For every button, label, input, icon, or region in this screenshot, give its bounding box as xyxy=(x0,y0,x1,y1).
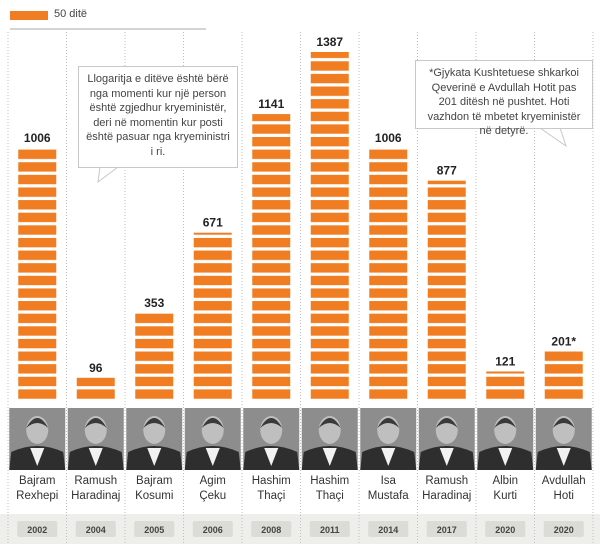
year-label: 2004 xyxy=(86,525,106,535)
year-label: 2020 xyxy=(495,525,515,535)
bar xyxy=(369,148,408,402)
bar xyxy=(193,232,232,402)
x-tick-label: Bajram Rexhepi xyxy=(16,475,59,502)
bar xyxy=(486,371,525,402)
x-tick-label: Hashim Thaçi xyxy=(251,475,291,502)
portrait-collar xyxy=(88,448,103,466)
legend-swatch xyxy=(10,11,48,20)
x-tick-label: Avdullah Hoti xyxy=(541,475,586,502)
value-label: 121 xyxy=(495,354,515,368)
x-tick-label: Hashim Thaçi xyxy=(310,475,350,502)
value-label: 1006 xyxy=(24,131,51,145)
portrait-collar xyxy=(264,448,279,466)
value-label: 1006 xyxy=(375,131,402,145)
value-label: 1387 xyxy=(316,35,343,49)
value-label: 96 xyxy=(89,361,103,375)
portrait-hair xyxy=(377,418,400,428)
year-box xyxy=(192,521,233,537)
year-box xyxy=(251,521,292,537)
value-label: 877 xyxy=(437,164,457,178)
portrait-collar xyxy=(556,448,571,466)
year-box xyxy=(17,521,58,537)
portrait-collar xyxy=(205,448,220,466)
portrait-hair xyxy=(435,418,458,428)
portrait-collar xyxy=(381,448,396,466)
value-label: 1141 xyxy=(258,97,284,111)
portrait-hair xyxy=(26,418,49,428)
portrait-hair xyxy=(318,418,341,428)
portrait-hair xyxy=(260,418,283,428)
portrait-hair xyxy=(552,418,575,428)
x-tick-label: Ramush Haradinaj xyxy=(422,475,472,502)
portrait-collar xyxy=(147,448,162,466)
year-label: 2002 xyxy=(27,525,47,535)
year-box xyxy=(426,521,467,537)
legend-label: 50 ditë xyxy=(54,8,88,20)
year-label: 2014 xyxy=(378,525,398,535)
value-label: 671 xyxy=(203,216,223,230)
note-tail xyxy=(97,166,120,184)
bar xyxy=(427,180,466,402)
portrait-collar xyxy=(439,448,454,466)
year-box xyxy=(134,521,175,537)
year-box xyxy=(75,521,116,537)
portrait-hair xyxy=(143,418,166,428)
year-label: 2020 xyxy=(554,525,574,535)
bar xyxy=(76,377,115,402)
year-label: 2017 xyxy=(437,525,457,535)
year-label: 2008 xyxy=(261,525,281,535)
x-tick-label: Ramush Haradinaj xyxy=(71,475,121,502)
bar xyxy=(18,148,57,402)
bar xyxy=(310,52,349,402)
portrait-collar xyxy=(30,448,45,466)
annotation: *Gjykata Kushtetuese shkarkoi Qeverinë e… xyxy=(415,60,593,137)
x-tick-label: Albin Kurti xyxy=(492,475,519,502)
value-label: 201* xyxy=(551,334,576,348)
portrait-hair xyxy=(201,418,224,428)
x-tick-label: Bajram Kosumi xyxy=(135,475,174,502)
portrait-collar xyxy=(322,448,337,466)
value-label: 353 xyxy=(144,296,164,310)
portrait-hair xyxy=(494,418,517,428)
year-box xyxy=(309,521,350,537)
portrait-hair xyxy=(84,418,107,428)
year-box xyxy=(543,521,584,537)
x-tick-label: Agim Çeku xyxy=(199,475,227,502)
annotation: Llogaritja e ditëve është bërë nga momen… xyxy=(78,66,238,168)
year-box xyxy=(368,521,409,537)
bar xyxy=(252,114,291,403)
year-box xyxy=(485,521,526,537)
x-tick-label: Isa Mustafa xyxy=(367,475,409,502)
year-label: 2005 xyxy=(144,525,164,535)
bar xyxy=(544,351,583,402)
note-tail xyxy=(538,127,567,148)
year-label: 2011 xyxy=(320,525,340,535)
portrait-collar xyxy=(498,448,513,466)
bar xyxy=(135,312,174,402)
year-label: 2006 xyxy=(203,525,223,535)
